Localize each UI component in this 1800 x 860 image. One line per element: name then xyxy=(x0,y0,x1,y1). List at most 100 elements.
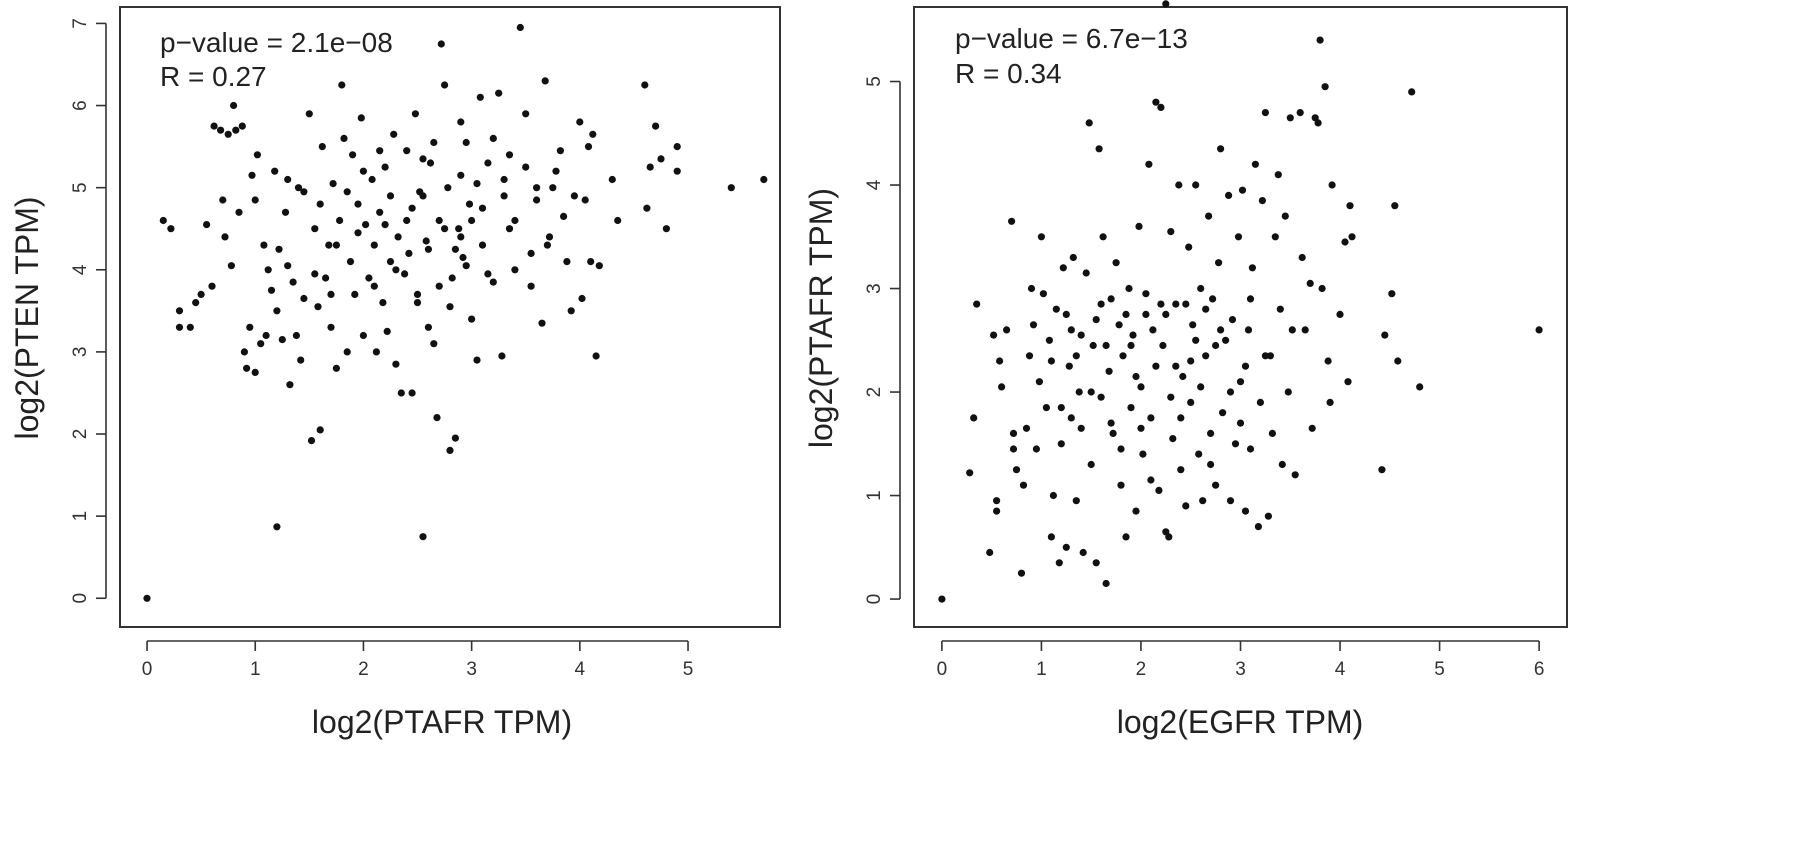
data-point xyxy=(419,192,427,200)
data-point xyxy=(329,180,337,188)
data-point xyxy=(1314,119,1322,127)
data-point xyxy=(478,241,487,249)
data-point xyxy=(1117,445,1125,453)
data-point xyxy=(394,233,402,241)
data-point xyxy=(372,348,380,356)
x-tick-label: 3 xyxy=(466,659,477,680)
data-point xyxy=(441,81,449,89)
data-point xyxy=(273,307,281,315)
data-point xyxy=(424,245,432,253)
data-point xyxy=(1234,233,1243,241)
y-tick-label: 3 xyxy=(864,283,885,294)
data-point xyxy=(390,130,398,138)
data-point xyxy=(362,221,370,229)
data-point xyxy=(1077,331,1085,339)
data-point xyxy=(1127,341,1135,350)
data-point xyxy=(468,315,476,323)
data-point xyxy=(581,196,589,204)
data-point xyxy=(578,294,586,303)
data-point xyxy=(1022,424,1031,432)
data-point xyxy=(451,245,459,253)
data-point xyxy=(1268,429,1276,437)
data-point xyxy=(1167,393,1175,401)
data-point xyxy=(325,241,333,249)
data-point xyxy=(1182,300,1190,308)
data-point xyxy=(641,81,649,89)
data-point xyxy=(1072,352,1080,360)
data-point xyxy=(435,216,443,225)
data-point xyxy=(351,290,359,298)
data-point xyxy=(1236,378,1245,386)
data-point xyxy=(549,184,557,192)
data-point xyxy=(338,81,346,89)
y-axis-left: 0 1 2 3 4 5 6 7 xyxy=(70,18,107,604)
data-point xyxy=(203,221,211,229)
data-point xyxy=(240,348,248,356)
data-point xyxy=(459,253,467,262)
plot-frame-right xyxy=(913,6,1568,628)
data-point xyxy=(186,323,194,331)
data-point xyxy=(652,122,660,130)
data-point xyxy=(368,175,376,184)
data-point xyxy=(311,225,319,233)
data-point xyxy=(1226,388,1235,396)
data-point xyxy=(1291,471,1299,479)
data-point xyxy=(563,258,571,266)
data-point xyxy=(1408,88,1416,96)
data-point xyxy=(495,89,503,97)
x-tick-label: 1 xyxy=(250,659,261,680)
data-point xyxy=(300,294,308,303)
data-point xyxy=(1187,398,1195,406)
data-point xyxy=(1207,429,1215,437)
data-point xyxy=(1169,435,1177,443)
data-point xyxy=(1139,450,1147,458)
data-point xyxy=(1378,466,1386,474)
data-point xyxy=(271,167,279,175)
data-point xyxy=(1258,197,1266,205)
data-point xyxy=(1069,253,1077,262)
data-point xyxy=(1192,181,1200,189)
data-point xyxy=(1192,336,1200,344)
data-point xyxy=(1306,279,1314,287)
data-point xyxy=(349,151,357,159)
y-tick-label: 7 xyxy=(70,18,91,29)
data-point xyxy=(175,323,184,331)
data-point xyxy=(1037,233,1045,241)
data-point xyxy=(1115,321,1123,329)
data-point xyxy=(1129,331,1137,339)
annotation-pvalue-left: p−value = 2.1e−08 xyxy=(160,27,393,58)
data-point xyxy=(230,101,238,110)
data-point xyxy=(1215,259,1223,267)
data-point xyxy=(1254,523,1262,531)
data-point xyxy=(1125,284,1133,293)
x-tick-label: 3 xyxy=(1235,659,1246,680)
data-point xyxy=(1286,114,1294,122)
data-point xyxy=(446,446,454,454)
data-point xyxy=(1278,460,1286,469)
data-point xyxy=(297,356,305,364)
x-tick-label: 0 xyxy=(142,659,153,680)
y-tick-label: 3 xyxy=(70,347,91,358)
data-point xyxy=(1318,284,1326,293)
data-point xyxy=(435,282,443,290)
data-point xyxy=(1226,497,1235,505)
data-point xyxy=(294,184,303,192)
data-point xyxy=(316,200,324,208)
data-point xyxy=(500,175,508,184)
data-point xyxy=(505,225,514,233)
data-point xyxy=(1075,388,1083,396)
data-point xyxy=(1025,352,1034,360)
data-point xyxy=(457,118,465,126)
data-point xyxy=(570,192,579,200)
data-point xyxy=(175,307,184,315)
data-point xyxy=(1348,233,1356,241)
data-point xyxy=(1157,300,1165,308)
data-point xyxy=(1052,305,1060,313)
data-point xyxy=(1281,212,1289,220)
data-point xyxy=(1288,326,1296,334)
data-point xyxy=(473,356,481,364)
data-point xyxy=(1326,398,1334,406)
data-point xyxy=(1117,481,1125,489)
data-point xyxy=(419,155,427,163)
data-point xyxy=(478,204,487,212)
